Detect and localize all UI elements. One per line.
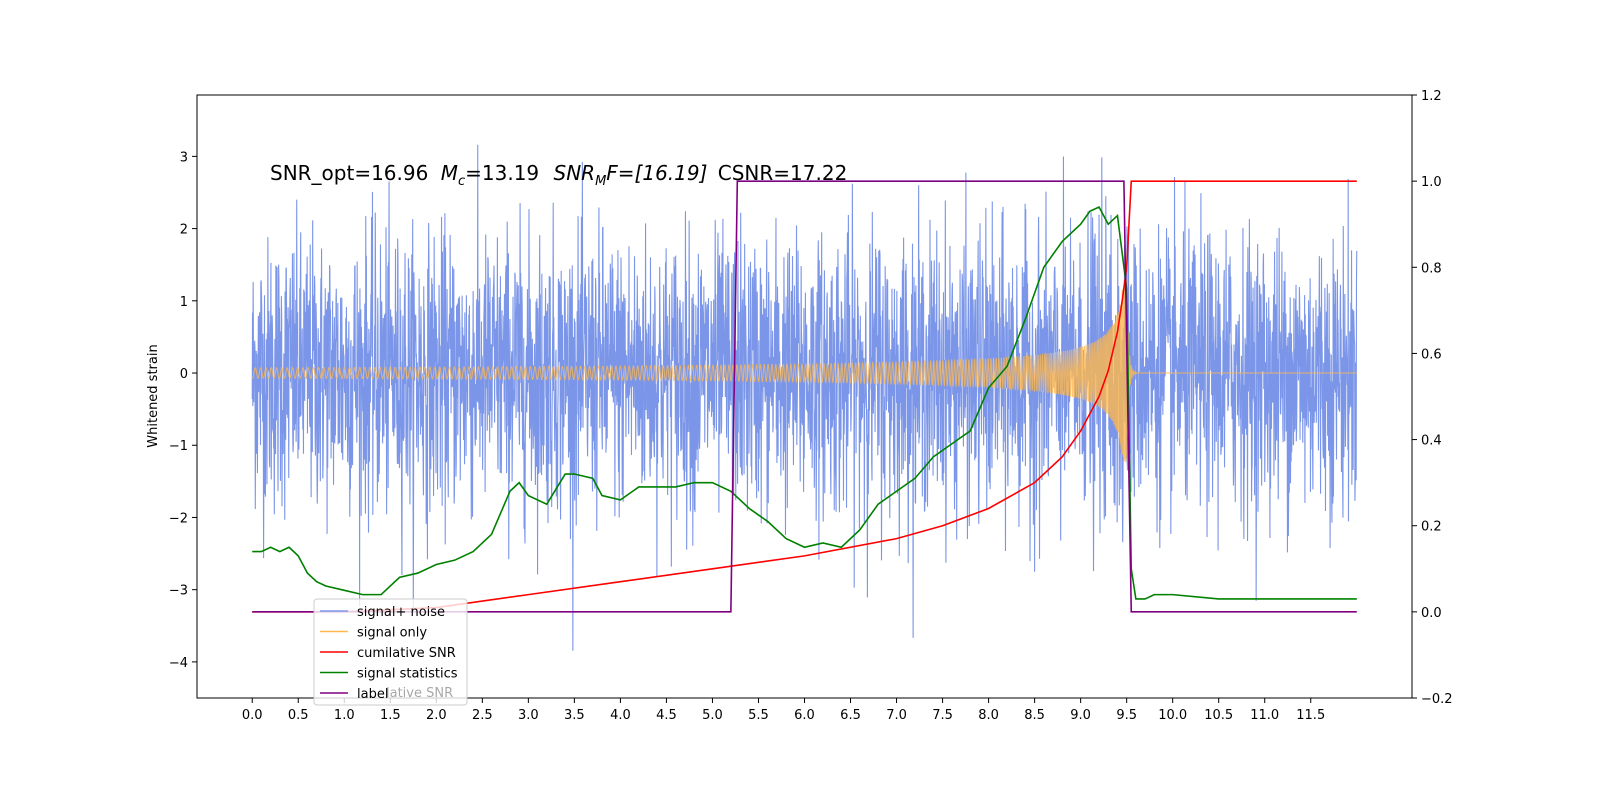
legend-label: signal statistics xyxy=(357,667,458,682)
x-tick-label: 6.5 xyxy=(840,708,861,723)
title-snr-opt: SNR_opt=16.96 xyxy=(270,161,428,185)
legend-label: signal only xyxy=(357,626,427,641)
y-right-tick-label: 0.6 xyxy=(1421,347,1442,362)
x-tick-label: 1.0 xyxy=(334,708,355,723)
legend-overlap-text: lative SNR xyxy=(386,686,453,701)
y-right-tick-label: 0.4 xyxy=(1421,434,1442,449)
x-tick-label: 4.0 xyxy=(610,708,631,723)
y-axis-left-title: Whitened strain xyxy=(146,344,161,447)
x-tick-label: 11.5 xyxy=(1296,708,1325,723)
x-tick-label: 9.0 xyxy=(1070,708,1091,723)
legend: lative SNR signal+ noise signal only cumil… xyxy=(313,598,468,706)
y-left-tick-label: −4 xyxy=(169,656,188,671)
x-tick-label: 8.0 xyxy=(978,708,999,723)
legend-label: signal+ noise xyxy=(357,605,445,620)
title-csnr: CSNR=17.22 xyxy=(718,161,848,185)
title-snr-mf-value: F=[16.19] xyxy=(606,161,707,185)
x-tick-label: 7.0 xyxy=(886,708,907,723)
title-mc-subscript: c xyxy=(458,174,465,189)
x-tick-label: 8.5 xyxy=(1024,708,1045,723)
x-tick-label: 4.5 xyxy=(656,708,677,723)
y-left-tick-label: 1 xyxy=(180,295,188,310)
y-axis-right: 1.2 1.0 0.8 0.6 0.4 0.2 0.0 −0.2 xyxy=(1412,89,1453,707)
title-snr-mf-symbol: SNR xyxy=(554,161,596,185)
y-left-tick-label: −3 xyxy=(169,584,188,599)
x-tick-label: 6.0 xyxy=(794,708,815,723)
signal-statistics-line xyxy=(252,205,1357,600)
y-left-tick-label: −1 xyxy=(169,439,188,454)
x-tick-label: 0.5 xyxy=(288,708,309,723)
x-tick-label: 1.5 xyxy=(380,708,401,723)
y-left-tick-label: 2 xyxy=(180,223,188,238)
y-left-tick-label: −2 xyxy=(169,511,188,526)
y-left-tick-label: 0 xyxy=(180,367,188,382)
y-right-tick-label: 0.0 xyxy=(1421,606,1442,621)
y-right-tick-label: 1.2 xyxy=(1421,89,1442,104)
legend-label: label xyxy=(357,687,388,702)
x-tick-label: 5.5 xyxy=(748,708,769,723)
x-tick-label: 0.0 xyxy=(242,708,263,723)
x-tick-label: 11.0 xyxy=(1250,708,1279,723)
title-mc-value: =13.19 xyxy=(465,161,539,185)
x-tick-label: 5.0 xyxy=(702,708,723,723)
y-left-tick-label: 3 xyxy=(180,150,188,165)
x-tick-label: 10.0 xyxy=(1158,708,1187,723)
legend-label: cumilative SNR xyxy=(357,646,456,661)
y-axis-left: 3 2 1 0 −1 −2 −3 −4 xyxy=(169,150,197,671)
signal-only-line xyxy=(251,279,1357,463)
y-right-tick-label: 1.0 xyxy=(1421,175,1442,190)
title-snr-mf-subscript: M xyxy=(595,174,606,189)
x-tick-label: 2.0 xyxy=(426,708,447,723)
x-tick-label: 2.5 xyxy=(472,708,493,723)
cumulative-snr-line xyxy=(252,180,1357,613)
y-right-tick-label: 0.8 xyxy=(1421,261,1442,276)
x-tick-label: 9.5 xyxy=(1116,708,1137,723)
series-layer xyxy=(251,144,1358,651)
x-tick-label: 3.0 xyxy=(518,708,539,723)
x-tick-label: 7.5 xyxy=(932,708,953,723)
y-right-tick-label: 0.2 xyxy=(1421,520,1442,535)
label-line xyxy=(252,180,1357,613)
legend-frame xyxy=(313,598,468,706)
y-right-tick-label: −0.2 xyxy=(1421,692,1453,707)
chart-title: SNR_opt=16.96 Mc=13.19 SNRMF=[16.19] CSN… xyxy=(270,161,847,189)
signal-noise-line xyxy=(251,144,1358,651)
x-tick-label: 10.5 xyxy=(1204,708,1233,723)
title-mc-symbol: M xyxy=(441,161,458,185)
x-axis: 0.0 0.5 1.0 1.5 2.0 2.5 3.0 3.5 4.0 4.5 5.0 5.5 6.0 6… xyxy=(242,698,1325,723)
x-tick-label: 3.5 xyxy=(564,708,585,723)
